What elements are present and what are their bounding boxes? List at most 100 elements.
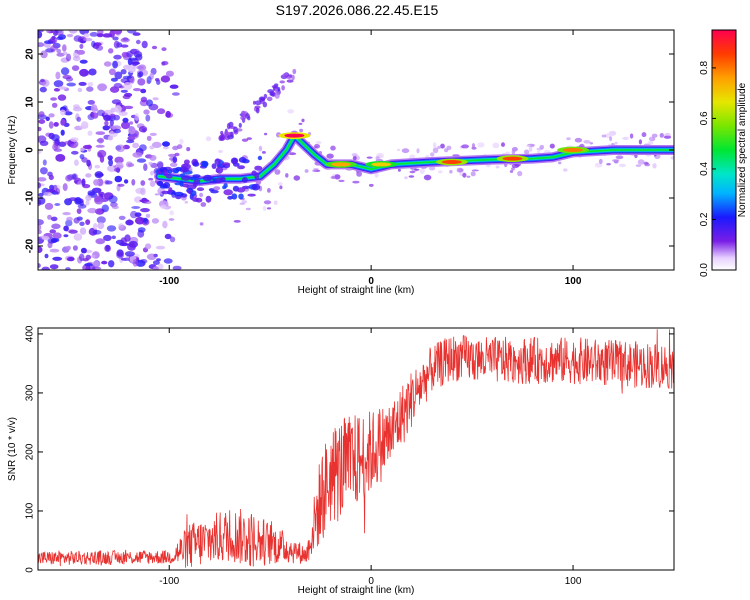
noise-speckle — [113, 40, 120, 49]
noise-speckle — [143, 217, 149, 224]
cluster-blob — [163, 169, 168, 177]
noise-speckle — [92, 229, 102, 235]
noise-speckle — [41, 236, 50, 241]
ridge-scatter — [539, 144, 545, 150]
cluster-blob — [254, 173, 260, 180]
noise-speckle — [80, 147, 85, 152]
noise-speckle — [71, 65, 80, 71]
noise-speckle — [51, 223, 61, 230]
noise-speckle — [86, 159, 91, 167]
ridge-scatter — [649, 136, 653, 141]
noise-speckle — [157, 263, 164, 270]
noise-speckle — [140, 180, 146, 186]
ridge-scatter — [264, 132, 268, 136]
cluster-blob — [174, 191, 184, 197]
ridge-scatter — [298, 122, 303, 125]
spec-x-tick-label: -100 — [159, 276, 179, 287]
noise-speckle — [65, 174, 73, 182]
ridge-scatter — [401, 148, 410, 154]
noise-speckle — [76, 116, 82, 122]
ridge-scatter — [659, 133, 664, 138]
ridge-scatter — [338, 179, 345, 183]
noise-speckle — [42, 159, 47, 166]
noise-speckle — [79, 59, 88, 64]
noise-speckle — [120, 89, 128, 93]
ridge-scatter — [416, 148, 420, 154]
ridge-scatter — [430, 152, 435, 157]
noise-speckle — [123, 82, 133, 90]
noise-speckle — [151, 45, 158, 50]
ridge-scatter — [351, 153, 358, 157]
noise-speckle — [138, 71, 144, 78]
noise-speckle — [152, 97, 159, 101]
noise-speckle — [119, 85, 125, 89]
snr-panel: -100 0 100 0 100 200 300 400 Height of straight… — [7, 325, 675, 596]
noise-speckle — [58, 34, 66, 40]
noise-speckle — [62, 212, 71, 216]
noise-speckle — [50, 239, 57, 243]
noise-speckle — [112, 60, 118, 69]
noise-speckle — [96, 216, 106, 224]
ridge-scatter — [549, 143, 555, 149]
noise-speckle — [48, 121, 54, 129]
noise-speckle — [156, 161, 164, 169]
noise-speckle — [94, 164, 101, 169]
noise-speckle — [103, 61, 112, 67]
noise-speckle — [91, 187, 102, 193]
ridge-scatter — [397, 148, 401, 151]
noise-speckle — [145, 213, 151, 218]
noise-speckle — [48, 174, 54, 181]
ridge-scatter — [218, 150, 223, 153]
noise-speckle — [114, 105, 122, 113]
noise-speckle — [50, 45, 59, 51]
noise-speckle — [89, 32, 99, 37]
noise-speckle — [151, 218, 159, 224]
noise-speckle — [70, 143, 78, 148]
noise-speckle — [169, 84, 179, 89]
ridge-scatter — [205, 136, 212, 142]
noise-speckle — [97, 222, 105, 230]
ridge-peak — [284, 133, 305, 138]
noise-speckle — [87, 100, 96, 105]
ridge-scatter — [263, 200, 272, 205]
noise-speckle — [113, 128, 121, 134]
cluster-blob — [193, 179, 201, 184]
cluster-blob — [179, 180, 184, 187]
snr-frame — [37, 327, 675, 571]
ridge-scatter — [199, 192, 204, 198]
ridge-scatter — [293, 175, 301, 181]
noise-speckle — [50, 216, 58, 222]
ridge-scatter — [492, 142, 500, 149]
noise-speckle — [168, 153, 177, 158]
ridge-scatter — [154, 193, 160, 196]
cluster-blob — [257, 155, 263, 161]
noise-speckle — [48, 113, 55, 118]
spec-y-tick-label: -20 — [25, 238, 36, 253]
cluster-blob — [214, 158, 221, 165]
noise-speckle — [113, 30, 123, 35]
cluster-blob — [254, 165, 263, 171]
noise-speckle — [132, 152, 143, 158]
noise-speckle — [151, 141, 162, 148]
noise-speckle — [101, 260, 108, 265]
noise-speckle — [131, 179, 136, 186]
streak-speckle — [255, 107, 260, 114]
snr-y-tick-label: 300 — [25, 384, 36, 401]
streak-speckle — [262, 101, 268, 108]
ridge-scatter — [477, 142, 485, 148]
noise-speckle — [122, 75, 132, 79]
noise-speckle — [97, 83, 107, 92]
cluster-blob — [192, 161, 200, 167]
noise-speckle — [143, 200, 152, 204]
snr-y-tick-label: 0 — [25, 567, 36, 573]
noise-speckle — [83, 144, 92, 150]
noise-speckle — [162, 146, 169, 150]
noise-speckle — [126, 30, 137, 34]
ridge-scatter — [598, 158, 603, 164]
ridge-scatter — [438, 170, 443, 174]
cluster-blob — [196, 187, 205, 192]
snr-y-tick-label: 400 — [25, 325, 36, 342]
noise-speckle — [149, 132, 157, 136]
noise-speckle — [91, 40, 96, 48]
